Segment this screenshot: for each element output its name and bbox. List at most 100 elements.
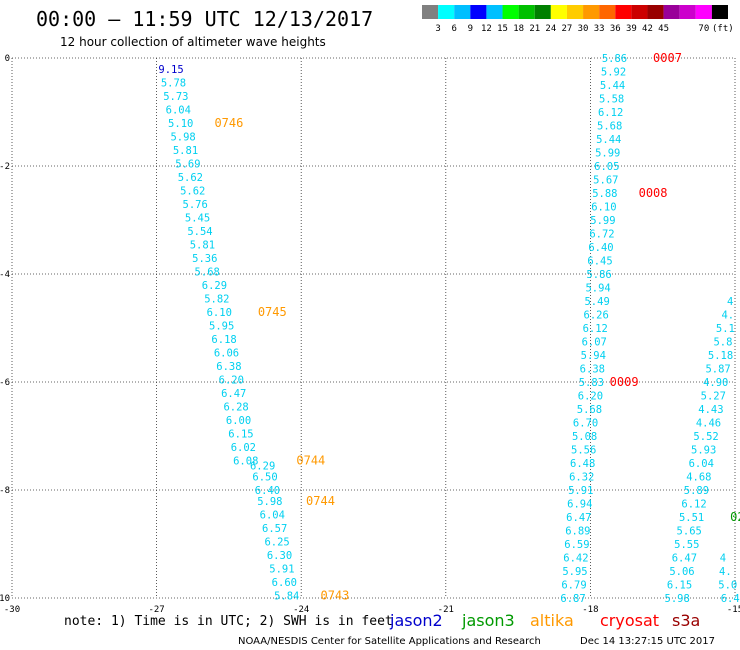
scale-swatch bbox=[615, 5, 632, 19]
chart-subtitle: 12 hour collection of altimeter wave hei… bbox=[60, 35, 326, 49]
legend-altika: altika bbox=[530, 611, 574, 630]
scale-label: 12 bbox=[481, 24, 492, 34]
y-tick-label: -2 bbox=[0, 162, 10, 172]
scale-label: 27 bbox=[562, 24, 573, 34]
wave-height-label: 5.06 bbox=[669, 566, 694, 578]
wave-height-label: 6.4 bbox=[721, 593, 740, 605]
pass-time-label: 0743 bbox=[320, 588, 349, 602]
wave-height-label: 6.20 bbox=[219, 374, 244, 386]
wave-height-label: 6.26 bbox=[584, 310, 609, 322]
wave-height-label: 6.06 bbox=[214, 347, 239, 359]
plot-area: -30 -27 -24 -21 -18 -15 0 -2 -4 -6 -8 -10 9.155.78 5… bbox=[0, 51, 740, 615]
y-tick-label: -8 bbox=[0, 486, 10, 496]
wave-height-label: 5.86 bbox=[586, 269, 611, 281]
wave-height-label: 5.18 bbox=[708, 350, 733, 362]
chart-title: 00:00 – 11:59 UTC 12/13/2017 bbox=[36, 7, 373, 31]
pass-time-label: 0008 bbox=[639, 186, 668, 200]
wave-height-label: 5.27 bbox=[701, 391, 726, 403]
track-altika: 9.155.785.736.045.105.985.815.695.625.62… bbox=[158, 64, 349, 602]
wave-height-label: 6.29 bbox=[202, 280, 227, 292]
scale-label: 6 bbox=[451, 24, 456, 34]
wave-height-label: 6.02 bbox=[231, 442, 256, 454]
x-tick-label: -27 bbox=[148, 605, 164, 615]
wave-height-label: 6.07 bbox=[582, 337, 607, 349]
y-tick-label: 0 bbox=[5, 54, 10, 64]
pass-time-label: 0744 bbox=[296, 453, 325, 467]
wave-height-label: 6.12 bbox=[598, 107, 623, 119]
pass-time-label: 0746 bbox=[214, 116, 243, 130]
color-scale: 3 6 9 12 15 18 21 24 27 30 33 36 39 42 45 70 bbox=[422, 5, 728, 34]
wave-height-label: 6.12 bbox=[681, 499, 706, 511]
scale-label: 15 bbox=[497, 24, 508, 34]
wave-height-label: 6.00 bbox=[226, 415, 251, 427]
wave-height-label: 5.49 bbox=[584, 296, 609, 308]
wave-height-label: 5.92 bbox=[601, 67, 626, 79]
scale-swatch bbox=[470, 5, 487, 19]
wave-height-label: 6.38 bbox=[580, 364, 605, 376]
wave-height-label: 5.81 bbox=[190, 239, 215, 251]
wave-height-label: 6.47 bbox=[221, 388, 246, 400]
wave-height-label: 6.42 bbox=[563, 553, 588, 565]
wave-height-label: 5.76 bbox=[183, 199, 208, 211]
track-jason3: 44.5.15.85.185.874.905.274.434.465.525.9… bbox=[665, 296, 740, 605]
wave-height-label: 5.98 bbox=[170, 131, 195, 143]
wave-height-label: 6.29 bbox=[250, 461, 275, 473]
wave-height-label: 6.47 bbox=[672, 553, 697, 565]
timestamp-text: Dec 14 13:27:15 UTC 2017 bbox=[580, 636, 715, 647]
wave-height-label: 6.89 bbox=[565, 526, 590, 538]
wave-height-label: 4. bbox=[719, 566, 732, 578]
wave-height-label: 5.86 bbox=[602, 53, 627, 65]
scale-label: 39 bbox=[626, 24, 637, 34]
axis-ticks: -30 -27 -24 -21 -18 -15 0 -2 -4 -6 -8 -10 bbox=[0, 54, 740, 615]
wave-height-label: 6.40 bbox=[588, 242, 613, 254]
scale-swatch bbox=[550, 5, 567, 19]
wave-height-label: 6.18 bbox=[211, 334, 236, 346]
legend-jason2: jason2 bbox=[389, 611, 443, 630]
legend-jason3: jason3 bbox=[461, 611, 515, 630]
wave-height-label: 5.08 bbox=[572, 431, 597, 443]
legend-s3a: s3a bbox=[672, 611, 700, 630]
grid bbox=[11, 57, 736, 599]
wave-height-label: 5.62 bbox=[180, 185, 205, 197]
scale-swatch bbox=[438, 5, 455, 19]
pass-time-label: 0007 bbox=[653, 51, 682, 65]
wave-height-label: 5.99 bbox=[595, 148, 620, 160]
wave-height-label: 5.52 bbox=[693, 431, 718, 443]
scale-label: 3 bbox=[435, 24, 440, 34]
scale-swatch bbox=[566, 5, 584, 19]
wave-height-label: 6.30 bbox=[267, 550, 292, 562]
track-cryosat: 5.865.925.445.586.125.685.445.996.055.67… bbox=[560, 51, 682, 605]
scale-swatch bbox=[631, 5, 648, 19]
wave-height-label: 6.32 bbox=[569, 472, 594, 484]
wave-height-label: 5.58 bbox=[599, 94, 624, 106]
wave-height-label: 5.51 bbox=[679, 512, 704, 524]
wave-height-label: 5.82 bbox=[204, 293, 229, 305]
legend-cryosat: cryosat bbox=[600, 611, 659, 630]
pass-time-label: 0744 bbox=[306, 494, 335, 508]
wave-height-label: 6.28 bbox=[223, 401, 248, 413]
scale-swatch bbox=[422, 5, 439, 19]
wave-height-label: 6.40 bbox=[255, 485, 280, 497]
wave-height-label: 5.68 bbox=[577, 404, 602, 416]
x-tick-label: -21 bbox=[438, 605, 454, 615]
wave-height-label: 5.68 bbox=[195, 266, 220, 278]
wave-height-label: 5.8 bbox=[713, 337, 732, 349]
scale-label: 9 bbox=[468, 24, 473, 34]
wave-height-label: 5.91 bbox=[568, 485, 593, 497]
wave-height-label: 6.04 bbox=[166, 104, 191, 116]
scale-label: 70 bbox=[698, 24, 709, 34]
scale-swatch bbox=[647, 5, 664, 19]
scale-label: 42 bbox=[642, 24, 653, 34]
wave-height-label: 6.45 bbox=[587, 256, 612, 268]
wave-height-label: 6.05 bbox=[594, 161, 619, 173]
wave-height-label: 5.87 bbox=[705, 364, 730, 376]
wave-height-label: 5.69 bbox=[175, 158, 200, 170]
wave-height-label: 6.59 bbox=[564, 539, 589, 551]
wave-height-label: 4.68 bbox=[686, 472, 711, 484]
wave-height-label: 4. bbox=[721, 310, 734, 322]
scale-label: 24 bbox=[545, 24, 556, 34]
wave-height-label: 5.10 bbox=[168, 118, 193, 130]
wave-height-label: 4 bbox=[727, 296, 733, 308]
wave-height-label: 5.54 bbox=[187, 226, 212, 238]
wave-height-label: 5.95 bbox=[562, 566, 587, 578]
